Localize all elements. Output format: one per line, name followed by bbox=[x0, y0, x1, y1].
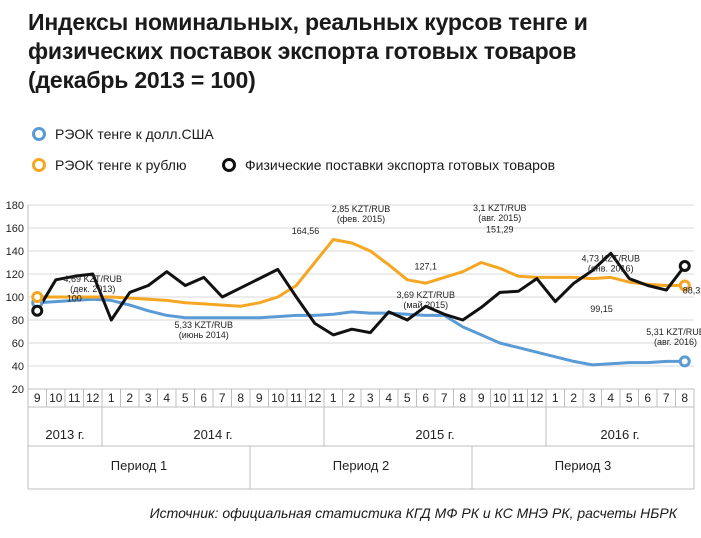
annotation-label: 100 bbox=[67, 294, 82, 304]
legend-item-rub: РЭОК тенге к рублю bbox=[32, 157, 186, 173]
x-tick-label: 4 bbox=[385, 391, 392, 405]
period-label: Период 1 bbox=[111, 458, 167, 473]
y-tick-label: 140 bbox=[6, 246, 24, 258]
x-tick-label: 5 bbox=[404, 391, 411, 405]
annotation-sublabel: (дек. 2013) bbox=[70, 284, 115, 294]
annotation-sublabel: (фев. 2015) bbox=[337, 214, 385, 224]
annotation-sublabel: (авг. 2016) bbox=[654, 337, 697, 347]
x-tick-label: 10 bbox=[493, 391, 507, 405]
x-tick-label: 11 bbox=[68, 391, 81, 405]
y-tick-label: 80 bbox=[12, 315, 24, 327]
annotation-label: 3,69 KZT/RUB bbox=[396, 290, 455, 300]
year-label: 2016 г. bbox=[600, 427, 639, 442]
year-label: 2013 г. bbox=[45, 427, 84, 442]
source-note: Источник: официальная статистика КГД МФ … bbox=[149, 505, 677, 521]
y-tick-label: 100 bbox=[6, 292, 24, 304]
x-tick-label: 7 bbox=[441, 391, 448, 405]
series-start-marker bbox=[31, 291, 44, 303]
annotation-label: 4,69 KZT/RUB bbox=[63, 274, 122, 284]
annotation-label: 99,15 bbox=[590, 304, 613, 314]
annotation-sublabel: (июнь 2014) bbox=[179, 330, 229, 340]
x-tick-label: 6 bbox=[644, 391, 651, 405]
x-tick-label: 7 bbox=[219, 391, 226, 405]
x-tick-label: 5 bbox=[182, 391, 189, 405]
annotation-label: 127,1 bbox=[414, 261, 437, 271]
x-tick-label: 2 bbox=[126, 391, 133, 405]
x-tick-label: 8 bbox=[681, 391, 688, 405]
legend-label-usd: РЭОК тенге к долл.США bbox=[55, 126, 214, 142]
y-tick-label: 160 bbox=[6, 223, 24, 235]
period-label: Период 3 bbox=[555, 458, 611, 473]
x-tick-label: 12 bbox=[308, 391, 322, 405]
x-tick-label: 10 bbox=[271, 391, 285, 405]
year-label: 2015 г. bbox=[415, 427, 454, 442]
legend-marker-usd bbox=[32, 127, 46, 141]
annotation-label: 4,73 KZT/RUB bbox=[581, 253, 640, 263]
y-tick-label: 20 bbox=[12, 384, 24, 396]
x-tick-label: 6 bbox=[200, 391, 207, 405]
title-line-3: (декабрь 2013 = 100) bbox=[28, 67, 256, 93]
x-tick-label: 7 bbox=[663, 391, 670, 405]
x-tick-label: 8 bbox=[237, 391, 244, 405]
chart-title: Индексы номинальных, реальных курсов тен… bbox=[28, 8, 688, 95]
annotation-label: 3,1 KZT/RUB bbox=[473, 203, 527, 213]
x-tick-label: 4 bbox=[607, 391, 614, 405]
series-line-0 bbox=[35, 297, 687, 367]
legend-label-export: Физические поставки экспорта готовых тов… bbox=[245, 157, 556, 173]
x-tick-label: 11 bbox=[512, 391, 525, 405]
series-line-2 bbox=[35, 251, 687, 337]
x-tick-label: 9 bbox=[34, 391, 41, 405]
legend-label-rub: РЭОК тенге к рублю bbox=[55, 157, 187, 173]
x-tick-label: 5 bbox=[626, 391, 633, 405]
x-tick-label: 4 bbox=[163, 391, 170, 405]
series-end-marker bbox=[678, 279, 691, 292]
y-tick-label: 180 bbox=[6, 200, 24, 212]
x-tick-label: 3 bbox=[367, 391, 374, 405]
series-end-marker bbox=[678, 259, 691, 272]
series-line-1 bbox=[35, 238, 687, 308]
x-tick-label: 3 bbox=[589, 391, 596, 405]
legend-item-export: Физические поставки экспорта готовых тов… bbox=[222, 157, 555, 173]
x-tick-label: 2 bbox=[348, 391, 355, 405]
series-end-marker bbox=[678, 355, 691, 368]
x-tick-label: 6 bbox=[422, 391, 429, 405]
x-tick-label: 1 bbox=[330, 391, 337, 405]
annotation-sublabel: (авг. 2015) bbox=[478, 213, 521, 223]
x-tick-label: 8 bbox=[459, 391, 466, 405]
x-tick-label: 3 bbox=[145, 391, 152, 405]
annotation-sublabel: (май 2015) bbox=[403, 300, 448, 310]
series-start-marker bbox=[31, 304, 44, 317]
x-tick-label: 12 bbox=[530, 391, 544, 405]
title-line-1: Индексы номинальных, реальных курсов тен… bbox=[28, 9, 588, 35]
x-tick-label: 1 bbox=[108, 391, 115, 405]
annotation-label: 2,85 KZT/RUB bbox=[332, 204, 391, 214]
annotation-label: 151,29 bbox=[486, 225, 514, 235]
x-tick-label: 9 bbox=[478, 391, 485, 405]
x-tick-label: 2 bbox=[570, 391, 577, 405]
y-tick-label: 60 bbox=[12, 338, 24, 350]
year-label: 2014 г. bbox=[193, 427, 232, 442]
y-tick-label: 120 bbox=[6, 269, 24, 281]
legend-marker-rub bbox=[32, 158, 46, 172]
x-tick-label: 10 bbox=[49, 391, 63, 405]
annotation-label: 5,31 KZT/RUB bbox=[646, 327, 701, 337]
annotation-label: 88,32 bbox=[683, 286, 701, 296]
x-tick-label: 11 bbox=[290, 391, 303, 405]
title-line-2: физических поставок экспорта готовых тов… bbox=[28, 38, 577, 64]
period-label: Период 2 bbox=[333, 458, 389, 473]
legend-marker-export bbox=[222, 158, 236, 172]
annotation-label: 5,33 KZT/RUB bbox=[174, 320, 233, 330]
x-tick-label: 9 bbox=[256, 391, 263, 405]
y-tick-label: 40 bbox=[12, 361, 24, 373]
annotation-label: 164,56 bbox=[292, 226, 320, 236]
x-tick-label: 12 bbox=[86, 391, 100, 405]
legend-item-usd: РЭОК тенге к долл.США bbox=[32, 126, 214, 142]
annotation-sublabel: (янв. 2016) bbox=[588, 263, 634, 273]
x-tick-label: 1 bbox=[552, 391, 559, 405]
